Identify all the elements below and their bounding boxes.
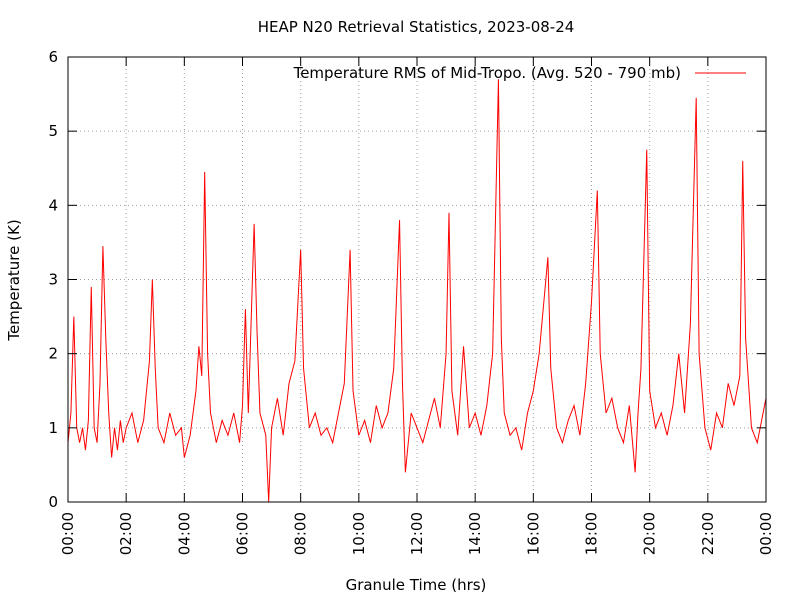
plot-area <box>67 79 767 503</box>
y-tick-label: 6 <box>48 48 58 66</box>
x-tick-label: 14:00 <box>466 512 484 555</box>
y-tick-label: 5 <box>48 122 58 140</box>
y-tick-label: 4 <box>48 196 58 214</box>
legend-label: Temperature RMS of Mid-Tropo. (Avg. 520 … <box>293 64 681 82</box>
x-axis-label: Granule Time (hrs) <box>346 576 487 594</box>
y-axis-label: Temperature (K) <box>5 219 23 341</box>
chart-title: HEAP N20 Retrieval Statistics, 2023-08-2… <box>258 18 575 36</box>
x-tick-label: 22:00 <box>699 512 717 555</box>
x-tick-label: 08:00 <box>292 512 310 555</box>
x-tick-label: 20:00 <box>641 512 659 555</box>
x-tick-label: 04:00 <box>175 512 193 555</box>
y-tick-label: 1 <box>48 419 58 437</box>
x-tick-label: 16:00 <box>524 512 542 555</box>
axes: 0 1 2 3 4 5 6 00:00 02:00 04:00 06:00 08:00 10:00 12:… <box>48 48 775 555</box>
y-tick-label: 0 <box>48 493 58 511</box>
x-tick-label: 00:00 <box>59 512 77 555</box>
x-tick-label: 06:00 <box>234 512 252 555</box>
y-tick-label: 3 <box>48 271 58 289</box>
x-tick-label: 00:00 <box>757 512 775 555</box>
x-tick-label: 10:00 <box>350 512 368 555</box>
data-line <box>67 79 767 503</box>
legend: Temperature RMS of Mid-Tropo. (Avg. 520 … <box>293 64 746 82</box>
x-tick-label: 12:00 <box>408 512 426 555</box>
x-tick-label: 18:00 <box>583 512 601 555</box>
x-tick-label: 02:00 <box>117 512 135 555</box>
y-tick-label: 2 <box>48 345 58 363</box>
